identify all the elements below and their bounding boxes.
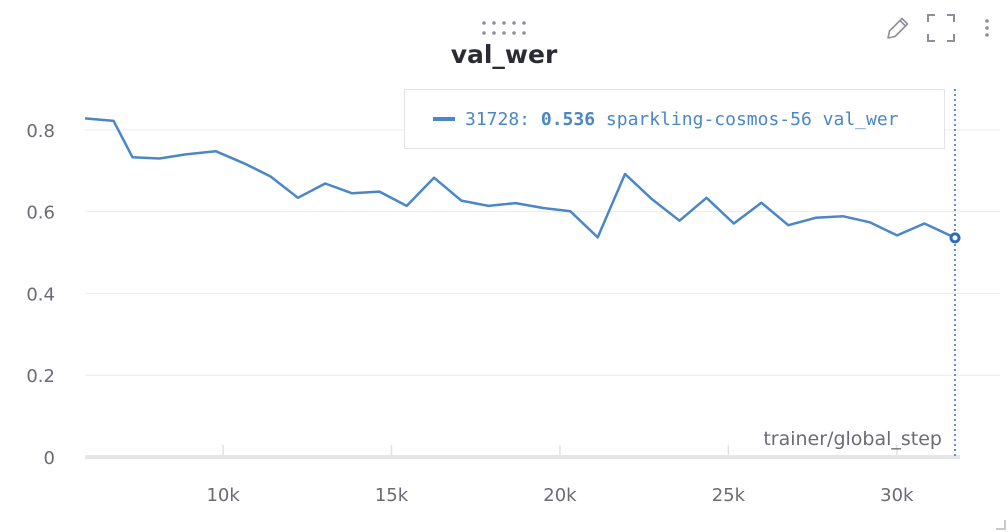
data-point[interactable] [756,198,766,208]
data-point[interactable] [783,220,793,230]
tooltip-metric: val_wer [822,108,899,130]
series-line-sparkling-cosmos-56[interactable] [84,117,956,239]
data-point[interactable] [456,196,466,206]
gridlines [85,129,1000,376]
tooltip-step: 31728: [465,108,531,130]
data-point[interactable] [241,159,251,169]
data-point[interactable] [429,173,439,183]
y-tick-label: 0.8 [26,121,55,142]
fullscreen-icon [927,14,955,42]
data-point[interactable] [729,219,739,229]
x-tick-label: 20k [543,485,577,506]
data-point[interactable] [127,152,137,162]
data-point[interactable] [892,230,902,240]
data-point[interactable] [675,216,685,226]
tooltip-value: 0.536 [540,108,596,130]
hover-tooltip: 31728: 0.536 sparkling-cosmos-56 val_wer [404,89,945,149]
data-point[interactable] [701,193,711,203]
data-point[interactable] [347,188,357,198]
data-point[interactable] [620,169,630,179]
x-axis-labels: 10k 15k 20k 25k 30k [206,485,914,506]
series-swatch [433,117,455,121]
y-axis-labels: 0 0.2 0.4 0.6 0.8 [26,121,55,469]
data-point[interactable] [865,217,875,227]
data-point[interactable] [80,113,90,123]
data-point[interactable] [647,194,657,204]
data-point[interactable] [511,198,521,208]
tooltip-run-name: sparkling-cosmos-56 [605,108,812,130]
pencil-icon [887,17,909,39]
data-point[interactable] [154,154,164,164]
x-tick-label: 25k [712,485,746,506]
data-point[interactable] [484,201,494,211]
drag-handle-icon [482,21,526,35]
series-layer [80,113,956,242]
y-tick-label: 0.2 [26,366,55,387]
data-point[interactable] [374,187,384,197]
x-axis-title: trainer/global_step [763,428,942,450]
data-point[interactable] [538,203,548,213]
panel-menu-button[interactable] [978,12,996,44]
more-vertical-icon [985,19,989,37]
y-tick-label: 0.4 [26,284,55,305]
data-point[interactable] [211,146,221,156]
data-point[interactable] [109,116,119,126]
x-tick-label: 10k [206,485,240,506]
data-point[interactable] [266,172,276,182]
hover-point [949,232,961,244]
y-tick-label: 0 [44,448,55,469]
data-point[interactable] [402,201,412,211]
x-axis-bar [85,455,960,459]
data-point[interactable] [919,219,929,229]
resize-handle[interactable] [996,520,1006,530]
data-point[interactable] [565,206,575,216]
data-point[interactable] [320,178,330,188]
x-tick-label: 30k [880,485,914,506]
data-point[interactable] [181,149,191,159]
drag-handle[interactable] [480,20,528,36]
data-point[interactable] [838,211,848,221]
data-point[interactable] [811,213,821,223]
data-point[interactable] [293,193,303,203]
fullscreen-button[interactable] [925,12,957,44]
data-point[interactable] [593,232,603,242]
chart-title: val_wer [450,40,558,69]
y-tick-label: 0.6 [26,203,55,224]
edit-button[interactable] [882,12,910,44]
x-tick-label: 15k [375,485,409,506]
